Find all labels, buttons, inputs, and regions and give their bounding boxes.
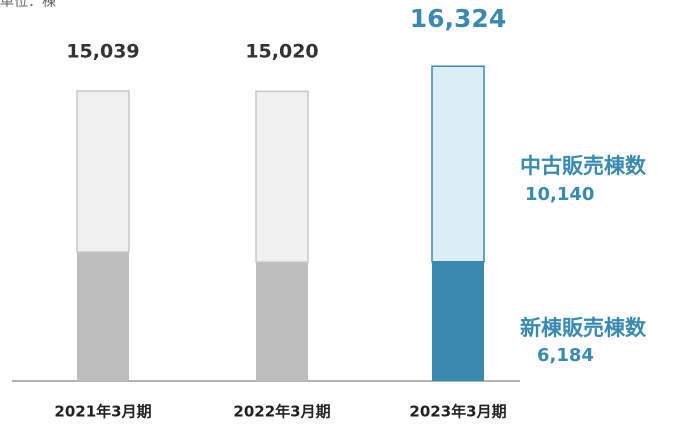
total-label: 16,324 <box>410 4 506 33</box>
series-name: 中古販売棟数 <box>520 154 647 178</box>
x-tick-label: 2022年3月期 <box>233 403 330 421</box>
bar-segment <box>431 65 485 263</box>
series-name: 新棟販売棟数 <box>520 316 647 340</box>
total-label: 15,039 <box>66 41 139 63</box>
total-label: 15,020 <box>245 41 318 63</box>
value-label: 6,184 <box>537 345 594 366</box>
bar-segment <box>255 90 309 263</box>
value-label: 10,140 <box>525 184 594 205</box>
x-tick-label: 2023年3月期 <box>409 403 506 421</box>
bar-segment <box>76 90 130 253</box>
bar-segment <box>77 252 129 381</box>
x-tick-label: 2021年3月期 <box>54 403 151 421</box>
bar-segment <box>432 261 484 381</box>
unit-label: 単位：棟 <box>0 0 56 10</box>
bar-segment <box>256 262 308 381</box>
